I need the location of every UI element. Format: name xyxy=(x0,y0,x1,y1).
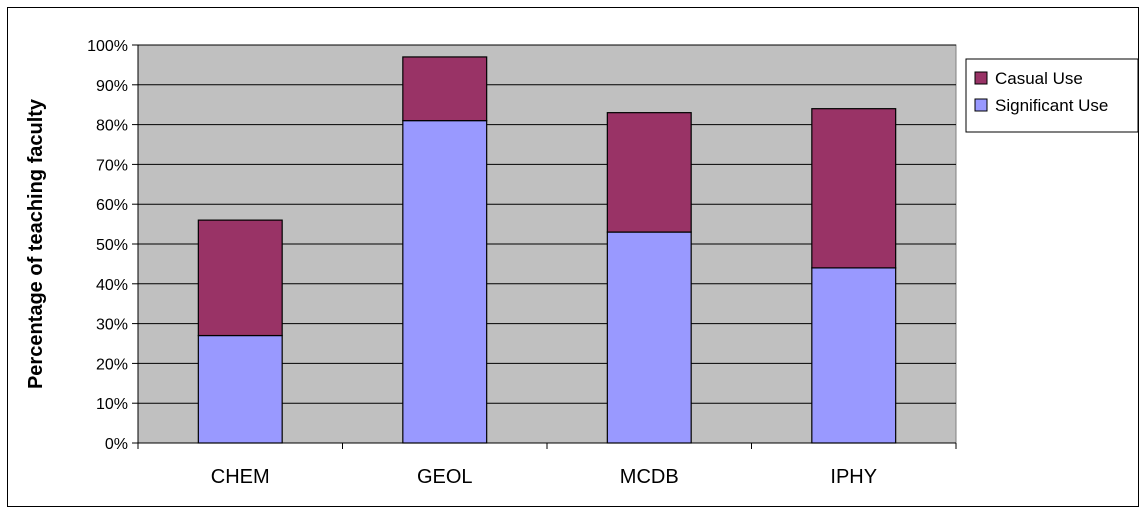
axes: 0% 10% 20% 30% 40% 50% 60% 70% 80% 90% 100% CHEM GEO… xyxy=(87,38,957,488)
legend-box xyxy=(965,58,1139,133)
stacked-bar-chart: 0% 10% 20% 30% 40% 50% 60% 70% 80% 90% 100% CHEM GEO… xyxy=(25,38,1139,488)
bar-iphy-casual-use xyxy=(811,108,897,269)
legend-swatch xyxy=(974,71,988,85)
legend-label: Significant Use xyxy=(995,96,1108,115)
legend-label: Casual Use xyxy=(995,69,1083,88)
bars xyxy=(197,56,897,444)
bar-geol-casual-use xyxy=(402,56,488,122)
x-tick-label: CHEM xyxy=(211,466,270,488)
bar-chem-significant-use xyxy=(197,334,283,444)
x-tick-label: IPHY xyxy=(830,466,877,488)
y-tick-label: 70% xyxy=(96,157,128,174)
legend: Casual Use Significant Use xyxy=(965,58,1139,133)
bar-mcdb-casual-use xyxy=(606,112,692,233)
y-tick-label: 90% xyxy=(96,78,128,95)
y-tick-label: 30% xyxy=(96,317,128,334)
y-axis-title: Percentage of teaching faculty xyxy=(25,98,47,389)
y-tick-label: 20% xyxy=(96,356,128,373)
bar-geol-significant-use xyxy=(402,120,488,444)
x-tick-label: MCDB xyxy=(620,466,679,488)
y-tick-label: 100% xyxy=(87,38,128,55)
bar-mcdb-significant-use xyxy=(606,231,692,444)
y-tick-label: 40% xyxy=(96,277,128,294)
y-tick-label: 50% xyxy=(96,237,128,254)
chart-frame: 0% 10% 20% 30% 40% 50% 60% 70% 80% 90% 100% CHEM GEO… xyxy=(7,7,1139,507)
legend-swatch xyxy=(974,98,988,112)
y-tick-label: 60% xyxy=(96,197,128,214)
y-tick-label: 80% xyxy=(96,118,128,135)
y-tick-label: 10% xyxy=(96,396,128,413)
bar-chem-casual-use xyxy=(197,219,283,337)
x-tick-label: GEOL xyxy=(417,466,473,488)
y-tick-label: 0% xyxy=(105,436,128,453)
bar-iphy-significant-use xyxy=(811,267,897,444)
